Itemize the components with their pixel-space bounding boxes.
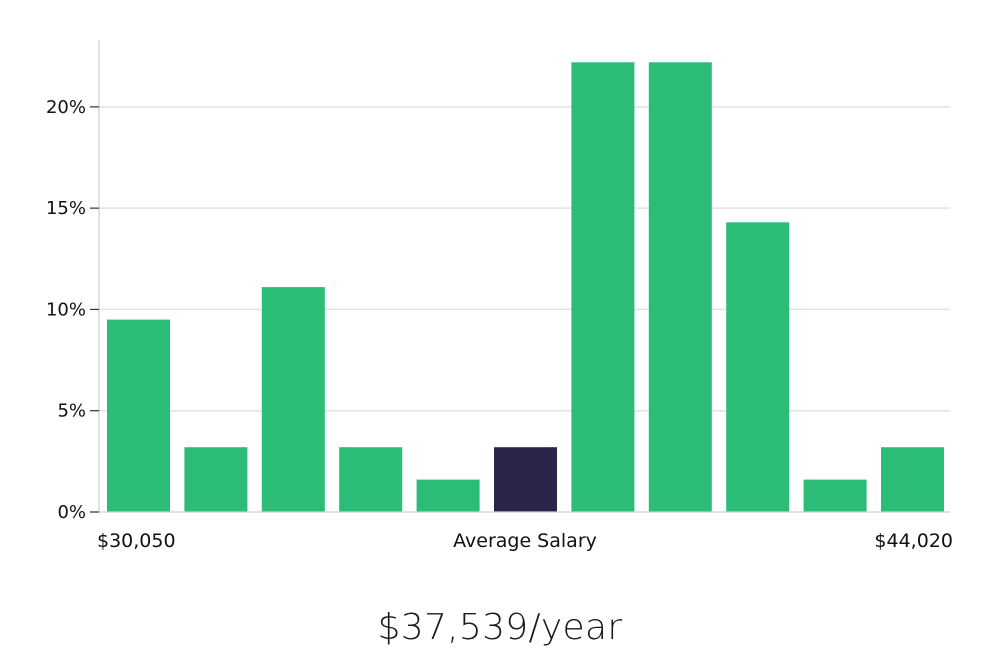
bar [184,447,248,512]
x-min-label: $30,050 [97,530,176,552]
y-tick-label: 15% [46,198,86,219]
bar [107,319,170,512]
bar [726,222,790,513]
bar [571,62,635,513]
salary-histogram: 0% 5% 10% 15% 20% $30,050 Average Salary $44… [46,40,953,552]
x-max-label: $44,020 [874,530,953,552]
bar [648,62,712,513]
average-salary-value: $37,539/year [377,607,623,648]
y-tick-labels: 0% 5% 10% 15% 20% [46,97,99,523]
y-tick-label: 0% [57,502,86,523]
y-tick-label: 10% [46,299,86,320]
bar [339,447,403,512]
bar [881,447,944,512]
grid-lines [99,106,950,412]
y-tick-label: 5% [57,401,86,422]
axes [98,40,950,513]
y-tick-label: 20% [46,97,86,118]
bar [803,479,867,512]
x-axis-title: Average Salary [453,530,597,552]
bar [261,287,325,512]
bars [107,62,944,513]
highlighted-bar [494,447,557,512]
bar [416,479,480,512]
